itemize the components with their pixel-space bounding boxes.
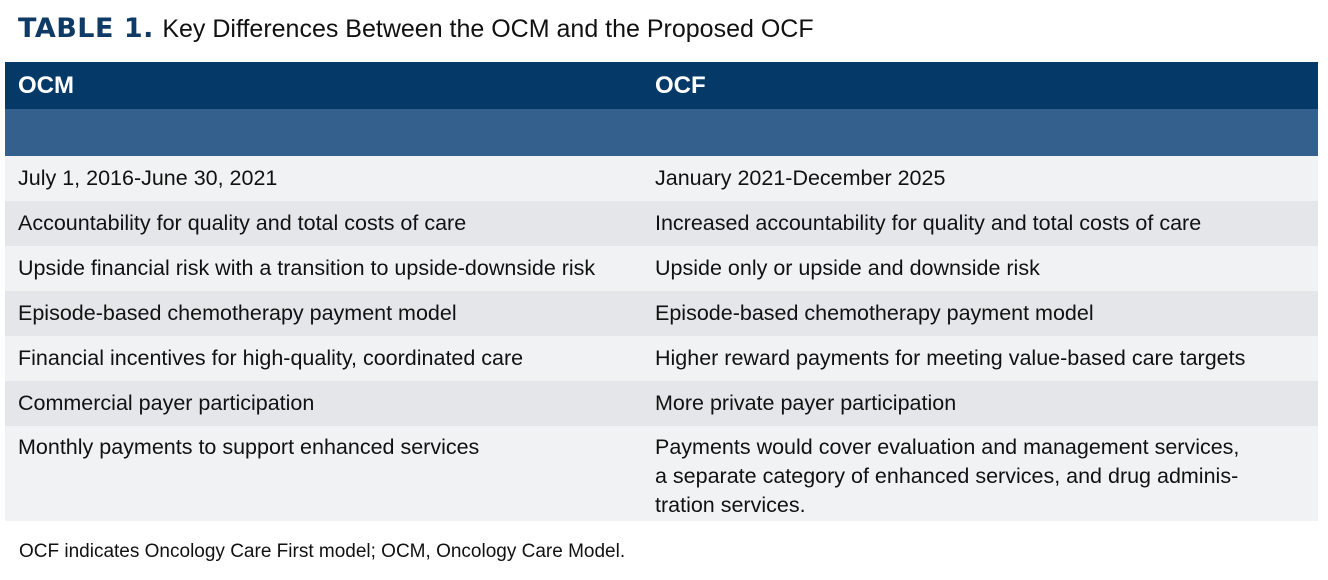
ocf-cell-line: Payments would cover evaluation and mana… [655,435,1240,459]
ocm-cell: Accountability for quality and total cos… [5,201,642,246]
ocf-cell: Upside only or upside and downside risk [642,246,1318,291]
ocf-cell-line: tration services. [655,493,806,517]
table-row: Upside financial risk with a transition … [5,246,1318,291]
ocm-cell: Upside financial risk with a transition … [5,246,642,291]
subheader-cell [642,109,1318,156]
table-row: Episode-based chemotherapy payment model… [5,291,1318,336]
ocm-cell: July 1, 2016-June 30, 2021 [5,156,642,201]
subheader-row [5,109,1318,156]
ocf-cell: Higher reward payments for meeting value… [642,336,1318,381]
ocf-cell: Payments would cover evaluation and mana… [642,426,1318,521]
subheader-cell [5,109,642,156]
column-header-ocm: OCM [5,62,642,109]
ocm-cell: Episode-based chemotherapy payment model [5,291,642,336]
column-header-ocf: OCF [642,62,1318,109]
ocm-cell: Financial incentives for high-quality, c… [5,336,642,381]
ocf-cell: Increased accountability for quality and… [642,201,1318,246]
table-title-text: Key Differences Between the OCM and the … [162,15,814,43]
header-row: OCM OCF [5,62,1318,109]
ocf-cell: January 2021-December 2025 [642,156,1318,201]
ocm-cell: Commercial payer participation [5,381,642,426]
ocf-cell: Episode-based chemotherapy payment model [642,291,1318,336]
ocm-cell: Monthly payments to support enhanced ser… [5,426,642,521]
ocf-cell: More private payer participation [642,381,1318,426]
comparison-table: OCM OCF July 1, 2016-June 30, 2021 Janua… [5,62,1318,521]
table-row: July 1, 2016-June 30, 2021 January 2021-… [5,156,1318,201]
table-row: Financial incentives for high-quality, c… [5,336,1318,381]
table-title: TABLE 1. Key Differences Between the OCM… [18,12,814,46]
table-row: Accountability for quality and total cos… [5,201,1318,246]
table-row: Monthly payments to support enhanced ser… [5,426,1318,521]
table-footnote: OCF indicates Oncology Care First model;… [19,541,626,562]
table-row: Commercial payer participation More priv… [5,381,1318,426]
table-number-label: TABLE 1. [18,13,154,44]
ocf-cell-line: a separate category of enhanced services… [655,464,1239,488]
